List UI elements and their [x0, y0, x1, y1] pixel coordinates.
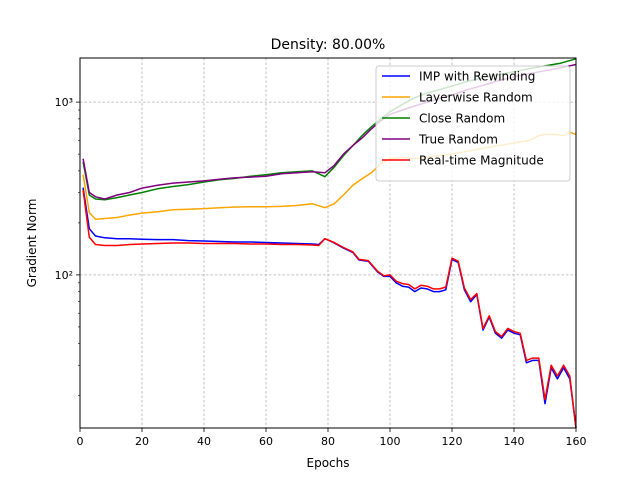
y-axis-label: Gradient Norm	[25, 199, 39, 288]
legend-label: Close Random	[419, 112, 505, 126]
x-tick-label: 0	[77, 435, 84, 448]
x-tick-label: 160	[566, 435, 587, 448]
x-tick-label: 20	[135, 435, 149, 448]
y-tick-label: 10²	[55, 269, 73, 282]
legend-label: True Random	[418, 133, 498, 147]
legend-label: IMP with Rewinding	[419, 70, 535, 84]
legend-box	[375, 65, 571, 182]
x-axis-label: Epochs	[307, 456, 350, 470]
legend: IMP with Rewinding Layerwise Random Close …	[375, 65, 571, 182]
legend-label: Real-time Magnitude	[419, 154, 544, 168]
series-line	[82, 189, 577, 429]
x-tick-label: 140	[504, 435, 525, 448]
x-tick-label: 120	[442, 435, 463, 448]
series-line	[82, 187, 577, 429]
x-tick-label: 60	[259, 435, 273, 448]
x-tick-label: 80	[321, 435, 335, 448]
y-tick-label: 10³	[55, 96, 73, 109]
axis-ticks: 0 20 40 60 80 100 120 140 160 10² 10³	[55, 96, 587, 448]
legend-label: Layerwise Random	[419, 91, 533, 105]
x-tick-label: 100	[380, 435, 401, 448]
x-tick-label: 40	[197, 435, 211, 448]
chart-title: Density: 80.00%	[271, 37, 386, 53]
